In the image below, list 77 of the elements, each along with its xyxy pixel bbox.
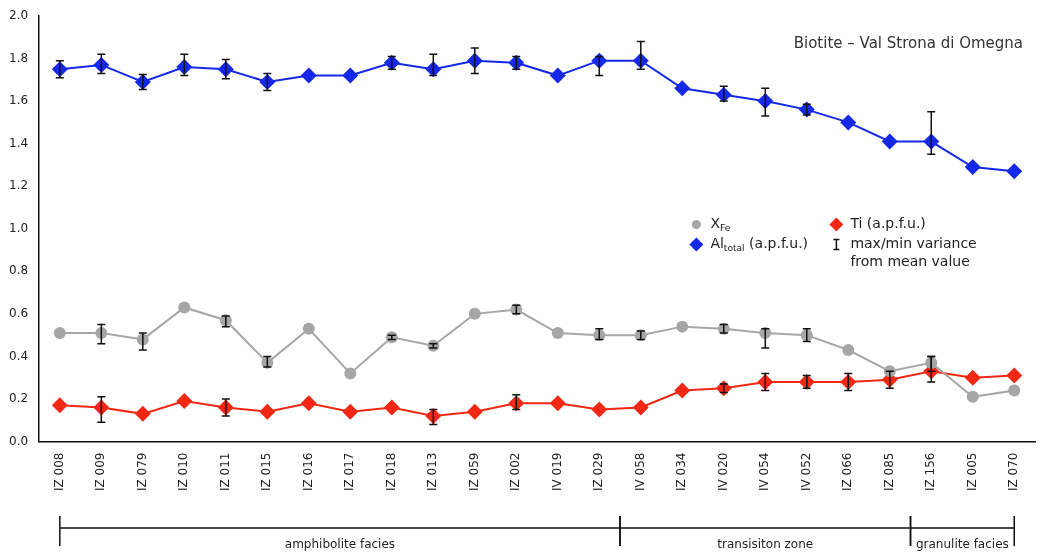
point <box>798 373 815 390</box>
y-tick-label: 2.0 <box>8 8 29 23</box>
point <box>591 401 608 418</box>
x-tick-label: IZ 059 <box>466 452 481 492</box>
point <box>383 399 400 416</box>
point <box>1008 384 1021 397</box>
x-tick-label: IZ 008 <box>51 452 66 492</box>
point <box>344 367 357 380</box>
y-tick-label: 0.4 <box>8 348 29 363</box>
point <box>632 399 649 416</box>
point <box>674 80 691 97</box>
x-tick-label: IZ 018 <box>383 452 398 492</box>
y-tick-label: 0.8 <box>8 263 29 278</box>
point <box>300 395 317 412</box>
point <box>549 67 566 84</box>
text: Biotite – Val Strona di Omegna <box>793 33 1023 52</box>
x-tick-label: IV 052 <box>798 452 813 491</box>
point <box>966 390 979 403</box>
point <box>551 327 564 340</box>
point <box>1006 163 1023 180</box>
point <box>715 380 732 397</box>
y-tick-label: 0.2 <box>8 391 29 406</box>
point <box>674 382 691 399</box>
point <box>842 344 855 357</box>
point <box>342 67 359 84</box>
x-tick-label: IZ 002 <box>508 452 523 492</box>
y-tick-label: 1.8 <box>8 50 29 65</box>
x-tick-label: IZ 011 <box>217 452 232 492</box>
x-tick-label: IV 058 <box>632 452 647 491</box>
x-tick-label: IZ 066 <box>840 452 855 492</box>
x-tick-label: IV 020 <box>715 452 730 491</box>
x-tick-label: IZ 013 <box>425 452 440 492</box>
point <box>881 133 898 150</box>
text: granulite facies <box>915 537 1009 551</box>
x-tick-label: IZ 070 <box>1006 452 1021 492</box>
x-tick-label: IZ 016 <box>300 452 315 492</box>
point <box>964 159 981 176</box>
x-tick-label: IZ 156 <box>923 452 938 492</box>
point <box>342 403 359 420</box>
x-tick-label: IZ 015 <box>259 452 274 492</box>
y-tick-label: 0.0 <box>8 433 29 448</box>
point <box>798 101 815 118</box>
x-tick-label: IZ 009 <box>93 452 108 492</box>
point <box>466 403 483 420</box>
point <box>178 301 191 314</box>
point <box>383 54 400 71</box>
point <box>302 322 315 335</box>
point <box>964 369 981 386</box>
y-tick-label: 1.4 <box>8 135 29 150</box>
point <box>468 307 481 320</box>
point <box>134 405 151 422</box>
point <box>549 395 566 412</box>
x-tick-label: IZ 005 <box>964 452 979 492</box>
point <box>1006 367 1023 384</box>
text: transisiton zone <box>717 537 814 551</box>
point <box>176 393 193 410</box>
y-tick-label: 1.0 <box>8 220 29 235</box>
x-tick-label: IZ 034 <box>674 452 689 492</box>
annotation: max/min variance from mean value <box>850 235 977 270</box>
x-tick-label: IZ 085 <box>881 452 896 492</box>
x-tick-label: IZ 029 <box>591 452 606 492</box>
x-tick-label: IZ 079 <box>134 452 149 492</box>
x-tick-label: IZ 010 <box>176 452 191 492</box>
y-tick-label: 1.2 <box>8 178 29 193</box>
legend-label: Ti (a.p.f.u.) <box>849 215 926 232</box>
point <box>840 114 857 131</box>
point <box>676 320 689 333</box>
x-tick-label: IV 054 <box>757 452 772 491</box>
text: amphibolite facies <box>284 537 396 551</box>
point <box>300 67 317 84</box>
y-tick-label: 0.6 <box>8 305 29 320</box>
y-tick-label: 1.6 <box>8 93 29 108</box>
point <box>259 403 276 420</box>
x-tick-label: IV 019 <box>549 452 564 491</box>
point <box>53 327 66 340</box>
point <box>51 397 68 414</box>
x-tick-label: IZ 017 <box>342 452 357 492</box>
